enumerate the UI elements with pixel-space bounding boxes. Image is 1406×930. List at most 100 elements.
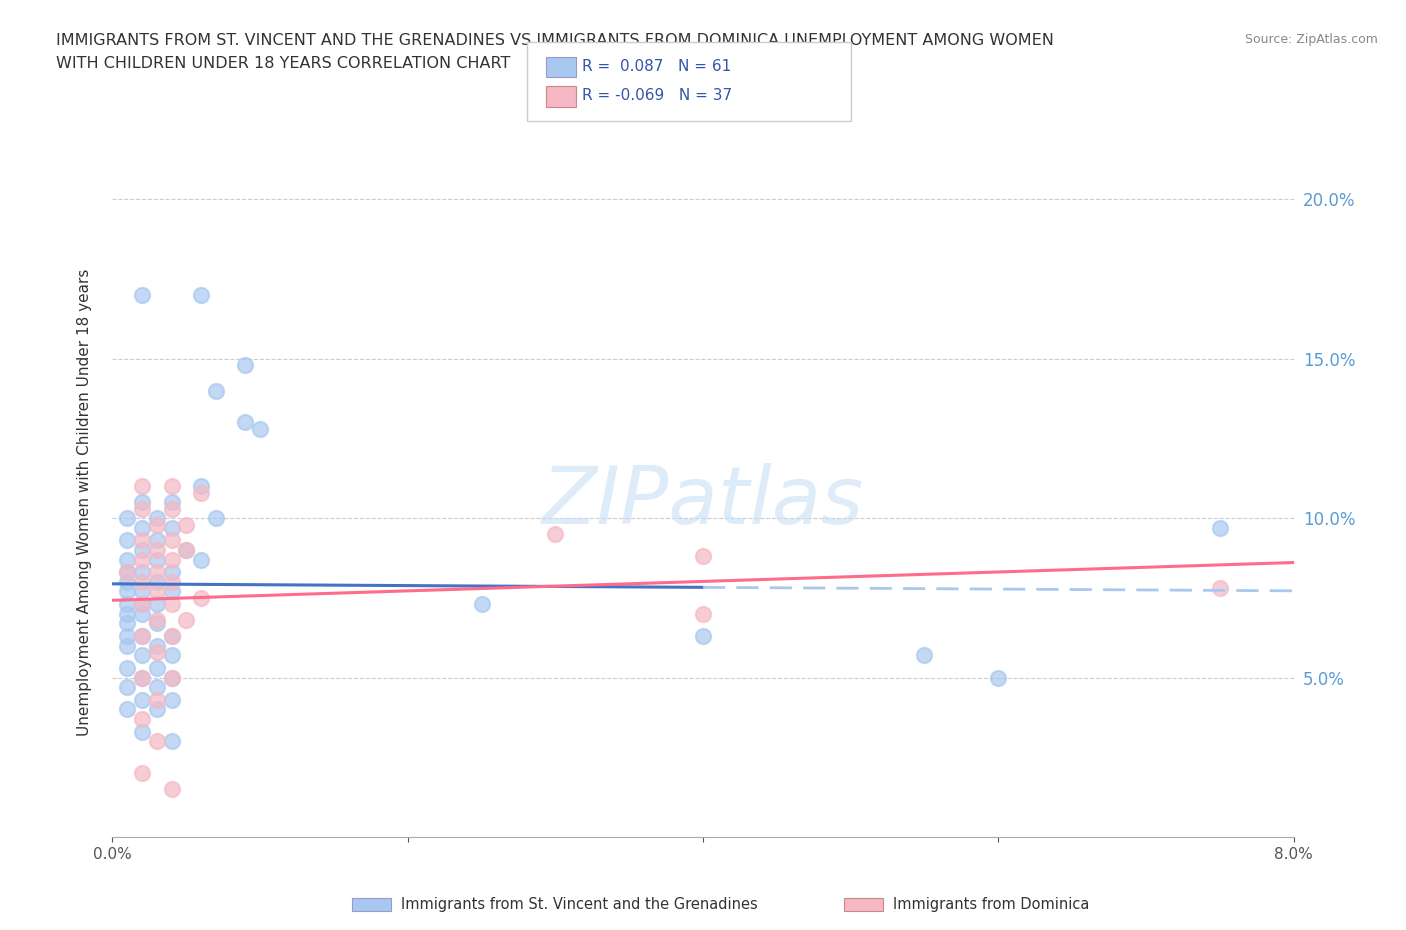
Point	[249, 421, 271, 436]
Point	[131, 287, 153, 302]
Point	[160, 533, 183, 548]
Point	[205, 383, 228, 398]
Point	[160, 495, 183, 510]
Point	[146, 693, 169, 708]
Point	[692, 549, 714, 564]
Point	[160, 520, 183, 535]
Point	[146, 616, 169, 631]
Point	[146, 584, 169, 599]
Point	[131, 724, 153, 739]
Point	[1208, 581, 1232, 596]
Point	[131, 495, 153, 510]
Point	[987, 671, 1010, 685]
Point	[131, 671, 153, 685]
Point	[146, 680, 169, 695]
Point	[190, 552, 212, 567]
Point	[146, 644, 169, 659]
Point	[692, 629, 714, 644]
Point	[131, 629, 153, 644]
Point	[544, 526, 567, 541]
Point	[117, 575, 138, 590]
Point	[190, 479, 212, 494]
Point	[117, 616, 138, 631]
Point	[233, 358, 256, 373]
Point	[117, 584, 138, 599]
Point	[117, 552, 138, 567]
Point	[117, 565, 138, 579]
Point	[131, 501, 153, 516]
Point	[131, 552, 153, 567]
Point	[117, 565, 138, 579]
Point	[146, 734, 169, 749]
Point	[160, 693, 183, 708]
Point	[131, 711, 153, 726]
Point	[692, 606, 714, 621]
Point	[160, 648, 183, 663]
Point	[160, 584, 183, 599]
Point	[131, 693, 153, 708]
Point	[131, 565, 153, 579]
Point	[146, 511, 169, 525]
Point	[160, 734, 183, 749]
Text: WITH CHILDREN UNDER 18 YEARS CORRELATION CHART: WITH CHILDREN UNDER 18 YEARS CORRELATION…	[56, 56, 510, 71]
Point	[160, 479, 183, 494]
Text: IMMIGRANTS FROM ST. VINCENT AND THE GRENADINES VS IMMIGRANTS FROM DOMINICA UNEMP: IMMIGRANTS FROM ST. VINCENT AND THE GREN…	[56, 33, 1054, 47]
Point	[117, 660, 138, 675]
Point	[117, 629, 138, 644]
Point	[131, 597, 153, 612]
Point	[117, 606, 138, 621]
Point	[471, 597, 494, 612]
Point	[190, 485, 212, 500]
Point	[146, 613, 169, 628]
Point	[190, 591, 212, 605]
Point	[131, 479, 153, 494]
Point	[131, 533, 153, 548]
Point	[174, 613, 197, 628]
Point	[1208, 520, 1232, 535]
Point	[146, 638, 169, 653]
Point	[131, 629, 153, 644]
Point	[160, 671, 183, 685]
Point	[160, 552, 183, 567]
Point	[117, 702, 138, 717]
Point	[117, 511, 138, 525]
Point	[160, 565, 183, 579]
Point	[160, 501, 183, 516]
Point	[131, 671, 153, 685]
Point	[146, 597, 169, 612]
Point	[131, 648, 153, 663]
Point	[174, 542, 197, 557]
Text: R =  0.087   N = 61: R = 0.087 N = 61	[582, 59, 731, 73]
Point	[160, 671, 183, 685]
Point	[146, 660, 169, 675]
Point	[131, 575, 153, 590]
Point	[131, 520, 153, 535]
Point	[174, 542, 197, 557]
Point	[117, 638, 138, 653]
Point	[146, 542, 169, 557]
Point	[131, 584, 153, 599]
Point	[131, 542, 153, 557]
Point	[160, 629, 183, 644]
Text: Source: ZipAtlas.com: Source: ZipAtlas.com	[1244, 33, 1378, 46]
Point	[160, 597, 183, 612]
Point	[233, 415, 256, 430]
Point	[914, 648, 936, 663]
Point	[146, 552, 169, 567]
Point	[117, 680, 138, 695]
Point	[131, 765, 153, 780]
Point	[190, 287, 212, 302]
Point	[160, 575, 183, 590]
Point	[146, 702, 169, 717]
Point	[131, 597, 153, 612]
Point	[146, 517, 169, 532]
Point	[160, 782, 183, 797]
Point	[174, 517, 197, 532]
Point	[117, 533, 138, 548]
Text: ZIPatlas: ZIPatlas	[541, 463, 865, 541]
Point	[146, 565, 169, 579]
Point	[117, 597, 138, 612]
Point	[205, 511, 228, 525]
Point	[146, 533, 169, 548]
Point	[146, 575, 169, 590]
